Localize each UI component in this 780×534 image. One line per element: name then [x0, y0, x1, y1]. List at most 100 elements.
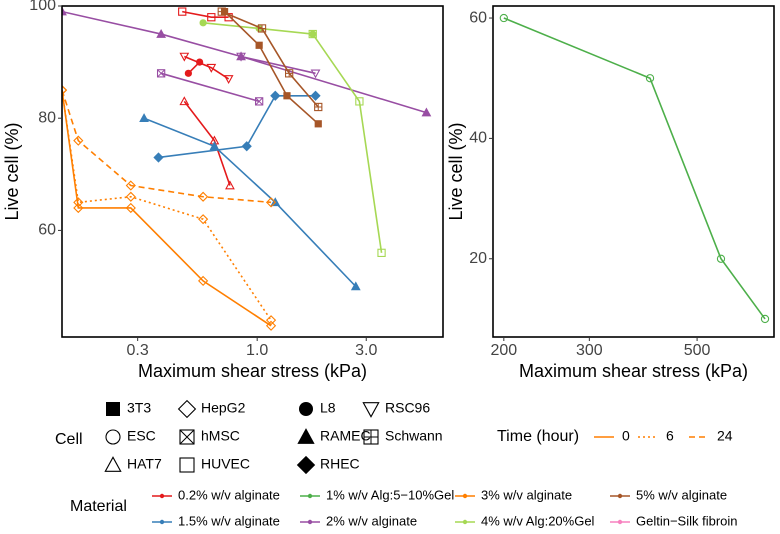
legend-material-label: 1.5% w/v alginate: [178, 513, 280, 528]
data-point-alg3-t6-4: [265, 315, 277, 326]
series-line-alg4-huvec: [312, 33, 383, 253]
legend-cell-label: L8: [320, 400, 336, 416]
legend-key-schwann: [363, 429, 379, 445]
data-point-alg2-main-3: [421, 107, 432, 117]
data-point-alg5-schwann-1: [257, 24, 267, 33]
legend-material-dot: [307, 493, 313, 499]
legend-material-dot: [307, 519, 313, 525]
legend-time-label: 0: [622, 428, 630, 444]
legend-material-dot: [617, 493, 623, 499]
data-point-alg02-rsc96-0: [179, 52, 190, 62]
legend-cell-label: hMSC: [201, 428, 240, 444]
data-point-alg02-rsc96-1: [206, 63, 217, 73]
legend-time-title: Time (hour): [497, 428, 579, 445]
data-point-alg3-t24-4: [265, 197, 277, 208]
data-point-alg15-rhec-0: [153, 152, 164, 163]
plot-frame: [492, 5, 775, 338]
plot-area: [499, 13, 770, 324]
legend-cell-title: Cell: [55, 431, 83, 448]
data-point-alg5-schwann-3: [314, 102, 323, 112]
data-point-alg15-ramec-1: [209, 141, 220, 151]
data-point-alg2-rsc96-1: [310, 69, 321, 79]
legend-material-title: Material: [70, 498, 127, 515]
data-point-alg02-huvec-1: [207, 13, 216, 22]
data-point-alg2-hmsc-1: [254, 97, 264, 106]
plot-frame: [61, 5, 444, 338]
data-point-alg5-3t3-3: [314, 120, 322, 128]
y-axis-label: Live cell (%): [2, 122, 22, 220]
legend-cell-label: 3T3: [127, 400, 151, 416]
x-tick-label: 3.0: [355, 342, 377, 359]
x-tick-label: 0.3: [127, 342, 149, 359]
series-line-alg3-t6: [62, 90, 272, 321]
data-point-alg5-3t3-2: [283, 92, 291, 100]
legend-key-hmsc: [179, 429, 195, 445]
data-point-alg02-l8-0: [184, 69, 192, 77]
y-axis-label: Live cell (%): [446, 122, 466, 220]
data-point-alg3-t24-2: [125, 180, 136, 191]
data-point-alg5-schwann-2: [285, 69, 294, 78]
data-point-alg3-t24-0: [62, 85, 68, 96]
legend-material-dot: [462, 493, 468, 499]
legend-key-hat7: [104, 456, 122, 472]
y-tick-label: 60: [469, 9, 487, 26]
data-point-alg1-esc-1: [645, 74, 655, 83]
data-point-alg3-t24-3: [198, 191, 209, 202]
legend-material-label: 2% w/v alginate: [326, 513, 417, 528]
plot-area: [62, 6, 432, 331]
legend-material-label: 0.2% w/v alginate: [178, 487, 280, 502]
data-point-alg2-main-0: [62, 6, 67, 16]
series-line-alg02-rsc96: [184, 55, 230, 80]
legend-key-huvec: [179, 457, 195, 473]
series-line-alg3-t24: [62, 89, 272, 204]
legend-time: Time (hour) 0 6 24: [497, 428, 733, 446]
legend-material-dot: [159, 519, 165, 525]
data-point-alg02-rsc96-2: [223, 75, 234, 85]
y-tick-label: 100: [29, 0, 56, 14]
series-line-alg2-hmsc: [160, 72, 260, 103]
legend-cell: Cell 3T3 ESC HAT7 HepG2 hMSC HUVEC L8 RAMEC RHEC…: [55, 400, 443, 475]
data-point-alg1-esc-3: [760, 314, 770, 324]
series-line-alg2-rsc96: [240, 55, 316, 75]
series-line-alg3-t0: [62, 90, 272, 327]
legend-cell-label: ESC: [127, 428, 156, 444]
y-tick-label: 60: [38, 222, 56, 239]
data-point-alg4-huvec-2: [377, 248, 386, 257]
series-line-alg02-hat7: [183, 100, 231, 186]
legend-cell-label: HUVEC: [201, 456, 250, 472]
x-tick-label: 500: [684, 342, 711, 359]
data-point-alg2-hmsc-0: [156, 69, 166, 78]
series-line-alg5-schwann: [221, 10, 319, 108]
data-point-alg3-t6-2: [125, 191, 136, 202]
plot-background: [493, 6, 774, 337]
legend-material: Material 0.2% w/v alginate 1.5% w/v algin…: [70, 487, 738, 528]
data-point-alg2-rsc96-0: [236, 52, 246, 62]
data-point-alg2-main-1: [156, 28, 167, 38]
data-point-alg15-rhec-3: [310, 90, 321, 101]
legend-material-label: 5% w/v alginate: [636, 487, 727, 502]
legend-key-3t3: [106, 402, 120, 416]
data-point-alg15-rhec-1: [241, 141, 252, 152]
x-axis-label: Maximum shear stress (kPa): [519, 361, 748, 381]
x-tick-label: 1.0: [246, 342, 268, 359]
data-point-alg4-huvec-1: [355, 97, 364, 106]
data-point-alg3-t24-1: [73, 135, 84, 146]
series-line-alg5-3t3: [224, 11, 319, 125]
series-line-alg2-main: [62, 10, 427, 114]
data-point-alg15-ramec-0: [139, 113, 149, 122]
legend-material-label: Geltin−Silk fibroin: [636, 513, 738, 528]
legend-cell-label: HAT7: [127, 456, 162, 472]
data-point-alg3-t6-3: [198, 214, 209, 225]
legend-cell-label: Schwann: [385, 428, 443, 444]
data-point-alg02-hat7-0: [179, 96, 190, 106]
data-point-alg3-t6-1: [73, 197, 84, 208]
legend-material-label: 4% w/v Alg:20%Gel: [481, 513, 595, 528]
data-point-alg3-t0-1: [73, 202, 84, 214]
x-axis-label: Maximum shear stress (kPa): [138, 361, 367, 381]
legend-material-dot: [617, 519, 623, 525]
series-line-alg02-huvec: [182, 10, 229, 19]
legend-cell-label: RSC96: [385, 400, 430, 416]
legend-material-dot: [462, 519, 468, 525]
legend-material-label: 1% w/v Alg:5−10%Gel: [326, 487, 454, 502]
